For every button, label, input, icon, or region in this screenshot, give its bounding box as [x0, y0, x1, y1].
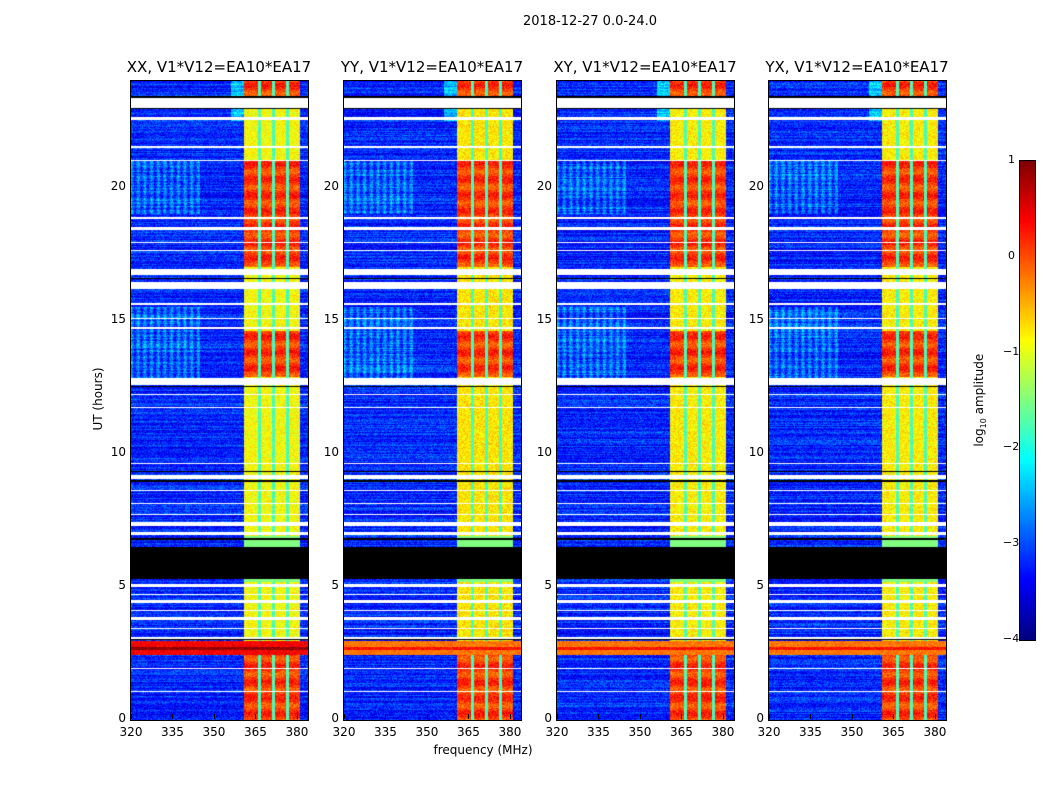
x-tick-mark [769, 714, 770, 719]
colorbar-tick-label: −2 [1003, 440, 1020, 454]
x-tick-label: 380 [923, 725, 947, 739]
y-tick-label: 5 [331, 577, 339, 592]
colorbar-label: log10 amplitude [971, 353, 989, 447]
heatmap-cells [769, 81, 946, 720]
x-tick-label: 320 [757, 725, 781, 739]
x-tick-mark [893, 714, 895, 719]
heatmap-cells [131, 81, 308, 720]
y-tick-label: 20 [323, 178, 339, 193]
x-tick-mark [557, 714, 558, 719]
x-tick-mark [810, 714, 812, 719]
y-tick-label: 10 [110, 444, 126, 459]
x-tick-label: 365 [882, 725, 905, 739]
x-tick-label: 365 [244, 725, 267, 739]
x-tick-mark [681, 714, 683, 719]
colorbar-gradient [1020, 161, 1035, 640]
y-tick-label: 15 [110, 311, 126, 326]
x-tick-label: 380 [285, 725, 309, 739]
panel-title: YX, V1*V12=EA10*EA17 [765, 58, 949, 76]
y-tick-label: 10 [536, 444, 552, 459]
x-tick-label: 365 [457, 725, 480, 739]
x-tick-label: 350 [415, 725, 439, 739]
x-tick-label: 380 [498, 725, 522, 739]
y-tick-label: 5 [544, 577, 552, 592]
x-tick-mark [255, 714, 257, 719]
x-tick-mark [509, 714, 511, 719]
y-tick-label: 0 [544, 711, 552, 725]
y-tick-label: 20 [748, 178, 764, 193]
x-tick-mark [639, 714, 641, 719]
x-tick-label: 350 [840, 725, 864, 739]
y-tick-label: 5 [756, 577, 764, 592]
x-tick-label: 320 [545, 725, 569, 739]
heatmap-cells [344, 81, 521, 720]
x-tick-mark [296, 714, 298, 719]
figure-suptitle: 2018-12-27 0.0-24.0 [523, 14, 657, 29]
x-tick-label: 320 [332, 725, 356, 739]
panel-title: XY, V1*V12=EA10*EA17 [553, 58, 737, 76]
y-tick-label: 0 [331, 711, 339, 725]
x-tick-mark [934, 714, 936, 719]
x-tick-label: 380 [711, 725, 735, 739]
x-tick-mark [426, 714, 428, 719]
spectrogram-panel [768, 80, 947, 721]
y-tick-label: 10 [323, 444, 339, 459]
x-tick-mark [131, 714, 132, 719]
colorbar-tick-label: 1 [1008, 153, 1015, 166]
x-tick-mark [468, 714, 470, 719]
spectrogram-panel [130, 80, 309, 721]
colorbar-tick-label: −3 [1003, 536, 1020, 550]
y-tick-label: 10 [748, 444, 764, 459]
x-tick-label: 335 [374, 725, 397, 739]
heatmap-cells [557, 81, 734, 720]
x-tick-mark [172, 714, 174, 719]
colorbar-tick-label: −4 [1003, 632, 1020, 645]
colorbar [1019, 160, 1036, 641]
x-tick-mark [385, 714, 387, 719]
colorbar-tick-label: −1 [1003, 344, 1020, 358]
spectrogram-panel [343, 80, 522, 721]
y-tick-label: 0 [756, 711, 764, 725]
x-tick-mark [213, 714, 215, 719]
x-tick-label: 335 [587, 725, 610, 739]
y-axis-label: UT (hours) [91, 367, 105, 431]
x-tick-label: 365 [670, 725, 693, 739]
x-tick-label: 335 [799, 725, 822, 739]
spectrogram-panel [556, 80, 735, 721]
y-tick-label: 15 [748, 311, 764, 326]
x-tick-mark [722, 714, 724, 719]
panel-title: YY, V1*V12=EA10*EA17 [340, 58, 524, 76]
y-tick-label: 5 [118, 577, 126, 592]
y-tick-label: 0 [118, 711, 126, 725]
panel-title: XX, V1*V12=EA10*EA17 [126, 58, 312, 76]
x-axis-label: frequency (MHz) [433, 743, 533, 757]
y-tick-label: 15 [536, 311, 552, 326]
colorbar-tick-label: 0 [1008, 248, 1015, 262]
y-tick-label: 20 [536, 178, 552, 193]
y-tick-label: 15 [323, 311, 339, 326]
x-tick-mark [851, 714, 853, 719]
x-tick-label: 335 [161, 725, 184, 739]
x-tick-mark [344, 714, 345, 719]
x-tick-label: 320 [119, 725, 143, 739]
y-tick-label: 20 [110, 178, 126, 193]
x-tick-label: 350 [202, 725, 226, 739]
x-tick-label: 350 [628, 725, 652, 739]
x-tick-mark [598, 714, 600, 719]
